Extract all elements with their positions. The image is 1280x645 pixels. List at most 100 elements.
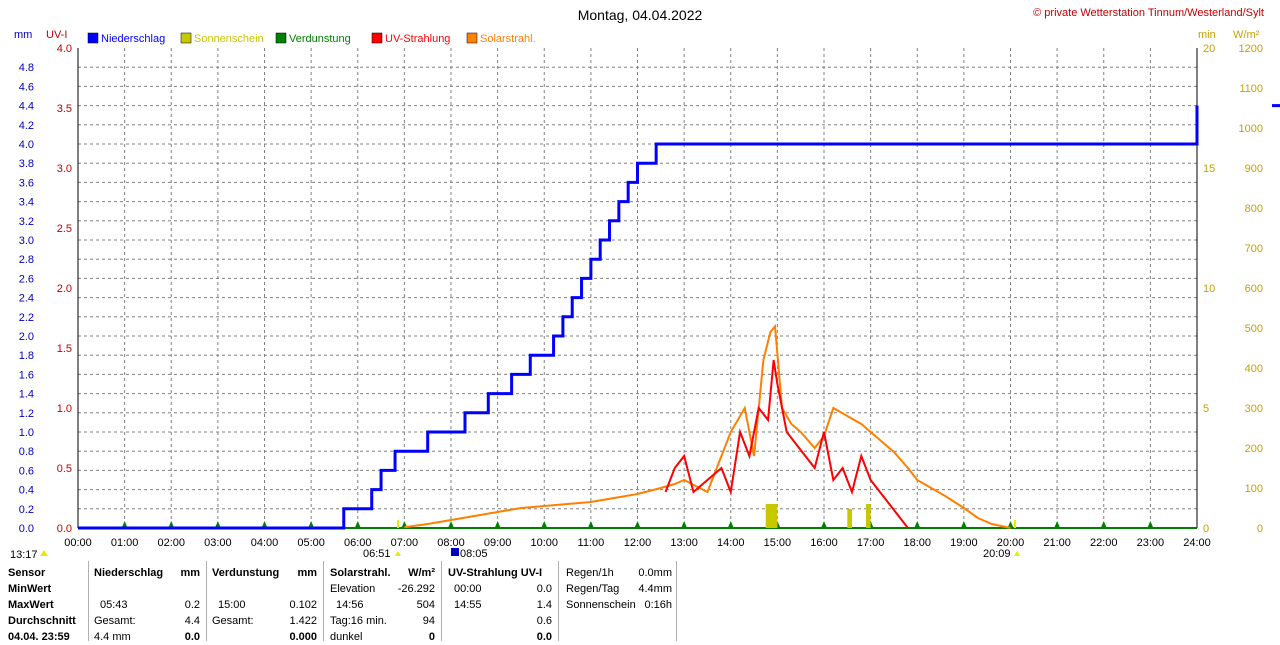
x-tick-label: 08:00 xyxy=(437,537,465,549)
x-tick-label: 09:00 xyxy=(484,537,512,549)
stats-col-precip: Niederschlag mm 05:43 0.2 Gesamt: 4.4 4.4 m… xyxy=(94,565,200,645)
x-tick-label: 13:00 xyxy=(670,537,698,549)
y-tick-wm2: 1000 xyxy=(1239,123,1263,135)
verdunstung-marker xyxy=(1007,521,1014,528)
stats-col-uv: UV-Strahlung UV-I 00:00 0.0 14:55 1.4 0.6 … xyxy=(448,565,552,645)
stats-minwert-label: MinWert xyxy=(8,583,52,595)
stats-sensor-header: Sensor xyxy=(8,567,46,579)
x-tick-label: 22:00 xyxy=(1090,537,1118,549)
sunset-time: 20:09 xyxy=(983,548,1011,560)
chart-labels: 13:17 06:51 08:05 20:09 xyxy=(10,520,1020,561)
x-tick-label: 04:00 xyxy=(251,537,279,549)
y-tick-mm: 2.8 xyxy=(19,254,34,266)
y-tick-mm: 1.8 xyxy=(19,350,34,362)
y-tick-wm2: 1200 xyxy=(1239,43,1263,55)
stats-solar-elev-label: Elevation xyxy=(330,583,376,595)
stats-evap-last: 0.000 xyxy=(289,631,317,643)
y-tick-uv: 1.5 xyxy=(57,343,72,355)
y-tick-mm: 4.0 xyxy=(19,139,34,151)
stats-precip-unit: mm xyxy=(180,567,200,579)
stats-col-solar: Solarstrahl. W/m² Elevation -26.292 14:56 5… xyxy=(330,565,435,645)
y-tick-mm: 3.0 xyxy=(19,235,34,247)
stats-solar-dark-label: dunkel xyxy=(330,631,363,643)
legend-label: UV-Strahlung xyxy=(385,33,450,45)
chart-axes: 00:00 01:00 02:00 03:00 04:00 05:00 06:00 07:00… xyxy=(19,43,1263,549)
y-tick-uv: 2.0 xyxy=(57,283,72,295)
stats-precip-last-a: 4.4 mm xyxy=(94,631,131,643)
stats-rain-1h-label: Regen/1h xyxy=(566,567,614,579)
stats-col-evap: Verdunstung mm 15:00 0.102 Gesamt: 1.422 0.… xyxy=(212,565,317,645)
y-tick-wm2: 200 xyxy=(1245,443,1263,455)
stats-evap-unit: mm xyxy=(297,567,317,579)
sunset-icon xyxy=(1014,551,1020,556)
x-tick-label: 00:00 xyxy=(64,537,92,549)
series-uv-strahlung xyxy=(664,359,909,529)
y-tick-mm: 0.6 xyxy=(19,465,34,477)
y-tick-wm2: 700 xyxy=(1245,243,1263,255)
verdunstung-marker xyxy=(587,521,594,528)
verdunstung-marker xyxy=(354,521,361,528)
chart-grid xyxy=(78,48,1197,528)
y-tick-wm2: 1100 xyxy=(1239,83,1263,95)
stats-precip-max-time: 05:43 xyxy=(100,599,128,611)
stats-rain-day-val: 4.4mm xyxy=(638,583,672,595)
stats-sunshine-val: 0:16h xyxy=(644,599,672,611)
y-tick-uv: 0.5 xyxy=(57,463,72,475)
stats-solar-dark-val: 0 xyxy=(428,631,435,643)
y-tick-mm: 0.4 xyxy=(19,485,34,497)
x-tick-label: 10:00 xyxy=(530,537,558,549)
x-tick-label: 21:00 xyxy=(1043,537,1071,549)
legend-swatch xyxy=(180,32,192,44)
stats-col-sensor: Sensor MinWert MaxWert Durchschnitt 04.0… xyxy=(8,565,86,645)
stats-precip-last-b: 0.0 xyxy=(184,631,200,643)
x-tick-label: 01:00 xyxy=(111,537,139,549)
stats-uv-min-val: 0.0 xyxy=(536,583,552,595)
stats-precip-header: Niederschlag xyxy=(94,567,164,579)
legend-swatch xyxy=(87,32,99,44)
y-tick-mm: 2.6 xyxy=(19,273,34,285)
stats-uv-header: UV-Strahlung UV-I xyxy=(448,567,543,579)
sunrise-time: 06:51 xyxy=(363,548,391,560)
x-tick-label: 03:00 xyxy=(204,537,232,549)
y-tick-wm2: 800 xyxy=(1245,203,1263,215)
y-tick-min: 5 xyxy=(1203,403,1209,415)
stats-evap-total-val: 1.422 xyxy=(289,615,317,627)
y-tick-wm2: 600 xyxy=(1245,283,1263,295)
chart-title: Montag, 04.04.2022 xyxy=(578,7,703,23)
y-tick-uv: 3.0 xyxy=(57,163,72,175)
axis-label-wm2: W/m² xyxy=(1233,29,1260,41)
copyright-label: © private Wetterstation Tinnum/Westerlan… xyxy=(1033,7,1264,19)
stats-evap-max-time: 15:00 xyxy=(218,599,246,611)
y-tick-wm2: 500 xyxy=(1245,323,1263,335)
y-tick-uv: 1.0 xyxy=(57,403,72,415)
x-tick-label: 02:00 xyxy=(157,537,185,549)
sonnenschein-bar xyxy=(765,504,778,528)
y-tick-wm2: 0 xyxy=(1257,523,1263,535)
series-niederschlag xyxy=(78,105,1199,530)
verdunstung-marker xyxy=(261,521,268,528)
stats-solar-day-label: Tag:16 min. xyxy=(330,615,387,627)
verdunstung-marker xyxy=(634,521,641,528)
axis-label-uv: UV-I xyxy=(46,29,67,41)
verdunstung-marker xyxy=(494,521,501,528)
verdunstung-marker xyxy=(821,521,827,528)
legend-swatch xyxy=(466,32,478,44)
legend-label: Solarstrahl. xyxy=(480,33,536,45)
y-tick-mm: 1.6 xyxy=(19,369,34,381)
stats-precip-total-val: 4.4 xyxy=(184,615,200,627)
legend-label: Verdunstung xyxy=(289,33,351,45)
sonnenschein-bar xyxy=(865,504,871,528)
stats-last-label: 04.04. 23:59 xyxy=(8,631,70,643)
moonset-time: 13:17 xyxy=(10,549,38,561)
x-tick-label: 07:00 xyxy=(391,537,419,549)
y-tick-uv: 2.5 xyxy=(57,223,72,235)
x-tick-label: 12:00 xyxy=(624,537,652,549)
y-tick-wm2: 900 xyxy=(1245,163,1263,175)
stats-durchschnitt-label: Durchschnitt xyxy=(8,615,76,627)
y-tick-wm2: 400 xyxy=(1245,363,1263,375)
stats-col-rain: Regen/1h 0.0mm Regen/Tag 4.4mm Sonnenschei… xyxy=(566,565,672,613)
axis-label-mm: mm xyxy=(14,29,32,41)
legend-label: Sonnenschein xyxy=(194,33,264,45)
verdunstung-marker xyxy=(727,521,734,528)
stats-maxwert-label: MaxWert xyxy=(8,599,54,611)
